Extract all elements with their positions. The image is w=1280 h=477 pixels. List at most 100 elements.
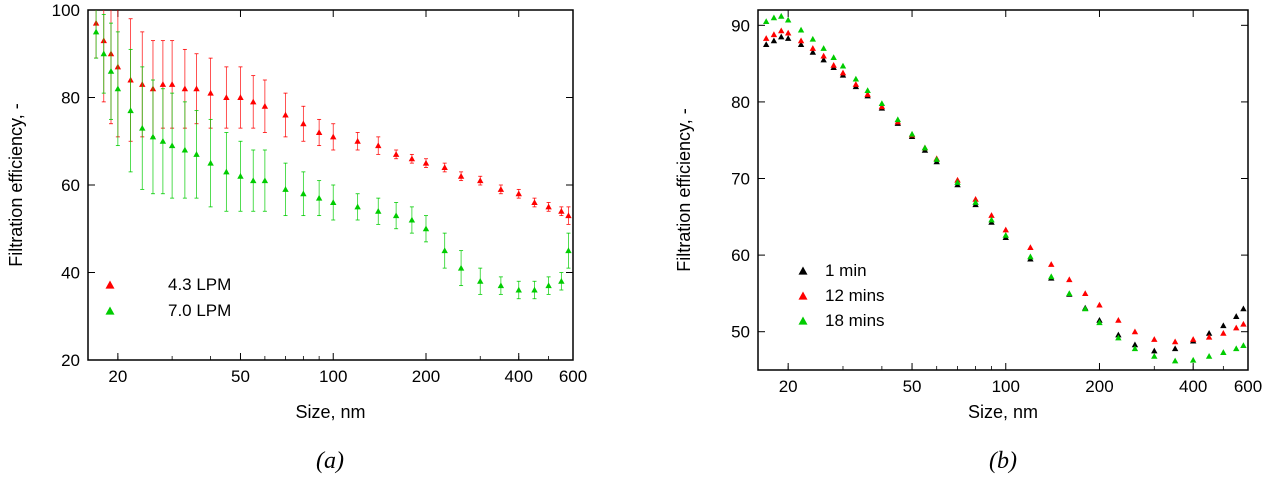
data-point	[988, 216, 995, 223]
data-point	[114, 85, 122, 92]
data-point	[1151, 336, 1158, 342]
data-point	[441, 247, 448, 254]
data-point	[159, 138, 167, 144]
data-point	[809, 45, 817, 51]
data-point	[515, 190, 522, 197]
data-point	[1220, 349, 1227, 355]
data-point	[778, 27, 785, 34]
data-point	[1048, 261, 1055, 267]
data-point	[168, 81, 176, 87]
data-point	[1131, 345, 1139, 352]
data-point	[1205, 333, 1213, 340]
data-point	[921, 144, 929, 151]
data-point	[864, 87, 871, 93]
data-point	[531, 199, 538, 206]
y-tick-label: 80	[731, 93, 750, 112]
data-point	[809, 48, 817, 55]
plot-frame	[757, 9, 1249, 371]
data-point	[422, 159, 430, 166]
data-point	[762, 35, 770, 41]
x-tick-label: 400	[1179, 377, 1207, 396]
legend-marker	[798, 316, 808, 325]
data-point	[207, 89, 214, 96]
data-point	[954, 179, 961, 185]
data-point	[168, 142, 176, 149]
data-point	[282, 111, 289, 118]
panel-caption: (b)	[989, 448, 1017, 474]
data-point	[797, 26, 805, 33]
y-tick-label: 90	[731, 16, 750, 35]
data-point	[1205, 330, 1213, 336]
data-point	[250, 98, 257, 105]
data-point	[457, 264, 465, 271]
data-point	[515, 286, 522, 293]
data-point	[852, 75, 860, 82]
data-point	[300, 190, 307, 197]
x-axis-label: Size, nm	[968, 402, 1038, 422]
data-point	[558, 208, 565, 214]
data-point	[784, 29, 792, 36]
data-point	[441, 164, 448, 171]
data-point	[778, 33, 785, 40]
data-point	[1115, 334, 1122, 341]
data-point	[558, 278, 565, 284]
data-point	[830, 54, 837, 61]
data-point	[852, 81, 860, 87]
data-point	[1096, 301, 1103, 308]
data-point	[107, 68, 115, 74]
data-point	[207, 159, 214, 166]
data-point	[1171, 338, 1179, 345]
y-tick-label: 40	[61, 264, 80, 283]
legend-marker	[105, 306, 115, 315]
legend-label: 1 min	[825, 261, 867, 280]
data-point	[1151, 353, 1158, 359]
x-tick-label: 50	[231, 367, 250, 386]
data-point	[531, 286, 538, 293]
y-tick-label: 80	[61, 89, 80, 108]
data-point	[392, 151, 400, 157]
data-point	[1205, 353, 1213, 359]
data-point	[193, 151, 200, 157]
data-point	[830, 61, 837, 68]
legend-marker	[105, 280, 115, 289]
data-point	[797, 37, 805, 44]
data-point	[1066, 290, 1073, 296]
data-point	[809, 35, 817, 42]
data-point	[1220, 322, 1227, 329]
data-point	[330, 133, 337, 140]
data-point	[972, 195, 979, 202]
data-point	[127, 107, 134, 114]
data-point	[1240, 305, 1247, 312]
data-point	[972, 199, 979, 205]
data-point	[375, 208, 382, 214]
x-axis-label: Size, nm	[295, 402, 365, 422]
data-point	[1171, 345, 1179, 352]
data-point	[1189, 356, 1197, 363]
x-tick-label: 600	[559, 367, 587, 386]
y-tick-label: 100	[52, 1, 80, 20]
data-point	[497, 186, 505, 192]
data-point	[878, 100, 886, 107]
data-point	[545, 203, 552, 210]
series-1-min	[762, 33, 1247, 354]
chart-panel-b: 20 50 100 200 400 600 50 60 70 80 90 Size, nm Filtra…	[674, 9, 1262, 474]
data-point	[315, 194, 323, 201]
data-point	[565, 247, 572, 254]
series-7-0-lpm	[92, 10, 572, 300]
data-point	[408, 155, 416, 162]
x-tick-label: 100	[319, 367, 347, 386]
data-point	[181, 85, 189, 92]
data-point	[237, 173, 244, 179]
data-point	[261, 103, 269, 109]
series-12-mins	[762, 27, 1247, 345]
data-point	[477, 177, 484, 184]
data-point	[770, 37, 778, 44]
data-point	[820, 56, 827, 63]
data-layer	[762, 12, 1247, 364]
data-point	[1002, 231, 1009, 238]
x-tick-label: 600	[1234, 377, 1262, 396]
panel-caption: (a)	[316, 448, 344, 474]
data-point	[300, 120, 307, 127]
data-point	[839, 69, 847, 76]
